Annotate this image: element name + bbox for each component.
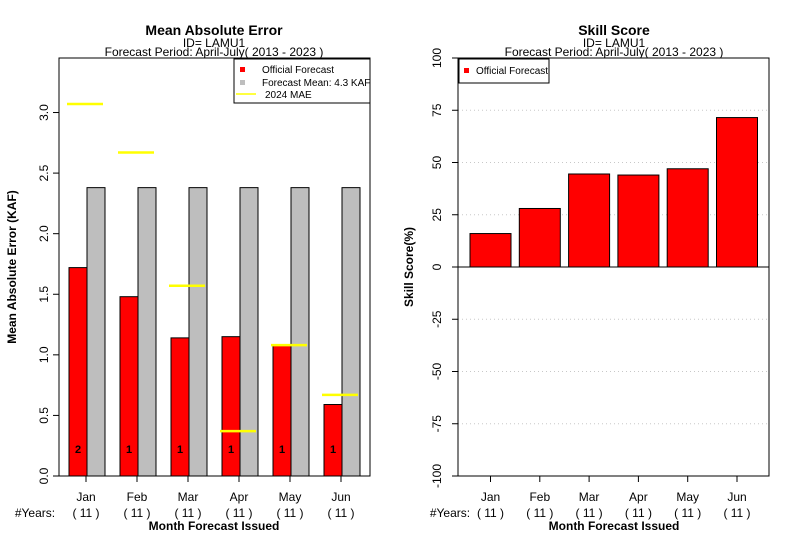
skill-plot-frame — [457, 57, 770, 477]
skill-years-label: ( 11 ) — [625, 506, 652, 520]
mae-plot-frame — [58, 57, 371, 477]
mae-bar-count-label: 1 — [126, 444, 132, 456]
mae-years-label: ( 11 ) — [123, 506, 150, 520]
mae-forecast-mean-bar — [290, 187, 310, 477]
mae-forecast-mean-bar — [341, 187, 361, 477]
mae-bar-count-label: 1 — [330, 444, 336, 456]
skill-years-label: ( 11 ) — [526, 506, 553, 520]
mae-x-tick-label: Feb — [127, 490, 148, 504]
skill-y-tick-label: 25 — [430, 208, 444, 222]
mae-official-bar — [323, 404, 343, 477]
mae-bar-count-label: 2 — [75, 444, 81, 456]
mae-y-tick-label: 3.0 — [37, 104, 51, 121]
mae-x-tick-label: Jun — [331, 490, 350, 504]
skill-y-tick-label: -100 — [430, 464, 444, 488]
skill-years-heading: #Years: — [430, 506, 470, 520]
mae-legend-official-label: Official Forecast — [262, 65, 334, 76]
mae-bar-count-label: 1 — [228, 444, 234, 456]
mae-official-bar — [272, 344, 292, 477]
skill-y-tick-label: 50 — [430, 156, 444, 170]
skill-y-tick-label: -50 — [430, 363, 444, 381]
skill-bar — [666, 168, 709, 268]
mae-y-tick-label: 1.0 — [37, 346, 51, 363]
mae-x-tick-label: Jan — [76, 490, 95, 504]
skill-y-axis-label: Skill Score(%) — [402, 227, 416, 307]
mae-y-tick-label: 0.5 — [37, 407, 51, 424]
mae-years-label: ( 11 ) — [327, 506, 354, 520]
mae-bar-count-label: 1 — [177, 444, 183, 456]
skill-legend-label: Official Forecast — [476, 66, 548, 77]
skill-legend-swatch — [464, 68, 469, 73]
skill-y-tick-label: -75 — [430, 415, 444, 433]
mae-legend-official-swatch — [240, 67, 245, 72]
skill-y-tick-label: 75 — [430, 103, 444, 117]
mae-y-tick-label: 0.0 — [37, 467, 51, 484]
skill-x-tick-label: Jun — [727, 490, 746, 504]
mae-years-label: ( 11 ) — [225, 506, 252, 520]
skill-legend — [458, 58, 550, 84]
skill-chart-title: Skill Score — [578, 22, 650, 38]
mae-forecast-mean-bar — [86, 187, 106, 477]
skill-x-tick-label: Jan — [481, 490, 500, 504]
skill-bar — [469, 233, 512, 268]
mae-years-heading: #Years: — [15, 506, 55, 520]
mae-legend-mean-swatch — [240, 80, 245, 85]
mae-years-label: ( 11 ) — [174, 506, 201, 520]
skill-y-tick-label: -25 — [430, 310, 444, 328]
skill-years-label: ( 11 ) — [576, 506, 603, 520]
mae-y-tick-label: 1.5 — [37, 286, 51, 303]
skill-bar — [617, 174, 660, 268]
mae-y-tick-label: 2.0 — [37, 225, 51, 242]
skill-y-tick-label: 100 — [430, 48, 444, 68]
mae-chart-id: ID= LAMU1 — [183, 36, 246, 50]
skill-bar — [568, 173, 611, 268]
mae-legend-mean-label: Forecast Mean: 4.3 KAF — [262, 78, 370, 89]
mae-legend-2024-label: 2024 MAE — [265, 90, 312, 101]
mae-forecast-mean-bar — [137, 187, 157, 477]
skill-chart-period: Forecast Period: April-July( 2013 - 2023… — [505, 45, 724, 59]
skill-x-tick-label: May — [676, 490, 699, 504]
skill-years-label: ( 11 ) — [477, 506, 504, 520]
mae-x-tick-label: Apr — [230, 490, 249, 504]
mae-chart-title: Mean Absolute Error — [145, 22, 283, 38]
mae-y-axis-label: Mean Absolute Error (KAF) — [5, 190, 19, 344]
mae-x-tick-label: Mar — [178, 490, 199, 504]
mae-chart-period: Forecast Period: April-July( 2013 - 2023… — [105, 45, 324, 59]
mae-bar-count-label: 1 — [279, 444, 285, 456]
mae-x-tick-label: May — [279, 490, 302, 504]
skill-years-label: ( 11 ) — [674, 506, 701, 520]
skill-years-label: ( 11 ) — [723, 506, 750, 520]
mae-legend-box — [233, 58, 371, 104]
skill-y-tick-label: 0 — [430, 263, 444, 270]
skill-legend-box — [458, 58, 550, 84]
mae-forecast-mean-bar — [188, 187, 208, 477]
skill-bar — [518, 207, 561, 268]
skill-x-axis-label: Month Forecast Issued — [549, 519, 680, 533]
skill-chart-id: ID= LAMU1 — [583, 36, 646, 50]
mae-x-axis-label: Month Forecast Issued — [149, 519, 280, 533]
skill-x-tick-label: Apr — [629, 490, 648, 504]
mae-y-tick-label: 2.5 — [37, 164, 51, 181]
mae-legend — [233, 58, 371, 104]
skill-x-tick-label: Feb — [529, 490, 550, 504]
mae-years-label: ( 11 ) — [72, 506, 99, 520]
skill-bar — [716, 117, 758, 268]
mae-forecast-mean-bar — [239, 187, 259, 477]
skill-x-tick-label: Mar — [579, 490, 600, 504]
mae-years-label: ( 11 ) — [276, 506, 303, 520]
